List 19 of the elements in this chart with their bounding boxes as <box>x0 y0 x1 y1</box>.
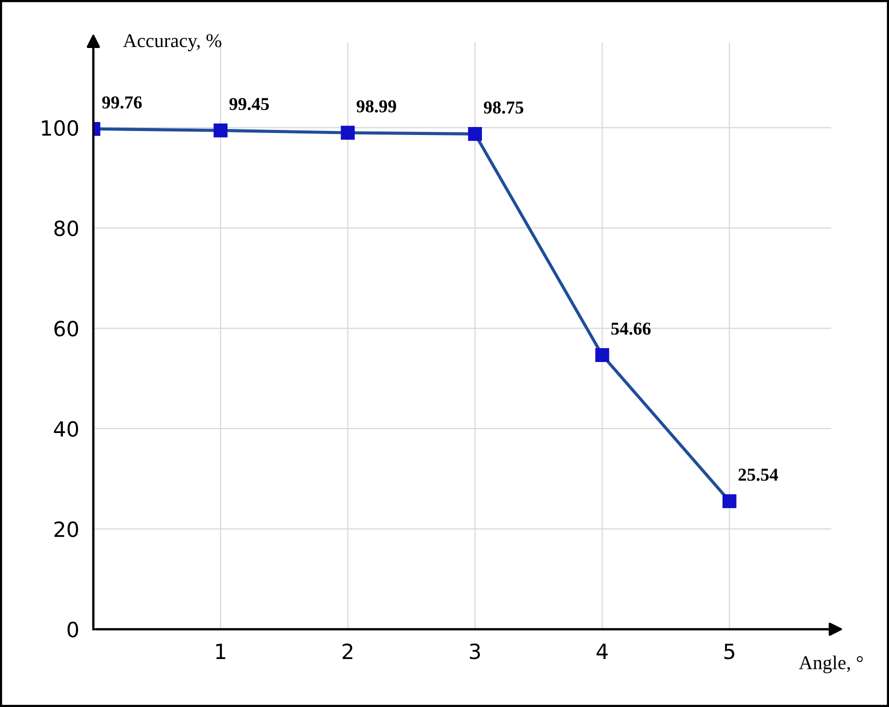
x-tick-label: 5 <box>724 644 734 660</box>
y-axis-title: Accuracy, % <box>123 34 222 52</box>
data-label: 99.76 <box>102 96 142 109</box>
y-tick-label: 60 <box>54 320 78 337</box>
data-label: 98.75 <box>484 101 524 114</box>
x-tick-label: 3 <box>470 643 480 660</box>
y-tick-label: 100 <box>42 120 78 136</box>
y-tick-label: 20 <box>54 521 78 538</box>
data-label: 99.45 <box>229 98 269 110</box>
x-tick-label: 1 <box>216 644 226 659</box>
data-label: 25.54 <box>738 468 778 481</box>
x-axis-title: Angle, ° <box>798 656 863 674</box>
y-tick-label: 40 <box>54 421 78 437</box>
y-tick-label: 80 <box>54 220 78 236</box>
data-label: 54.66 <box>611 322 651 335</box>
x-tick-label: 4 <box>596 644 608 659</box>
data-label: 98.99 <box>356 100 396 112</box>
x-tick-label: 2 <box>342 643 352 659</box>
y-tick-label: 0 <box>68 622 78 638</box>
